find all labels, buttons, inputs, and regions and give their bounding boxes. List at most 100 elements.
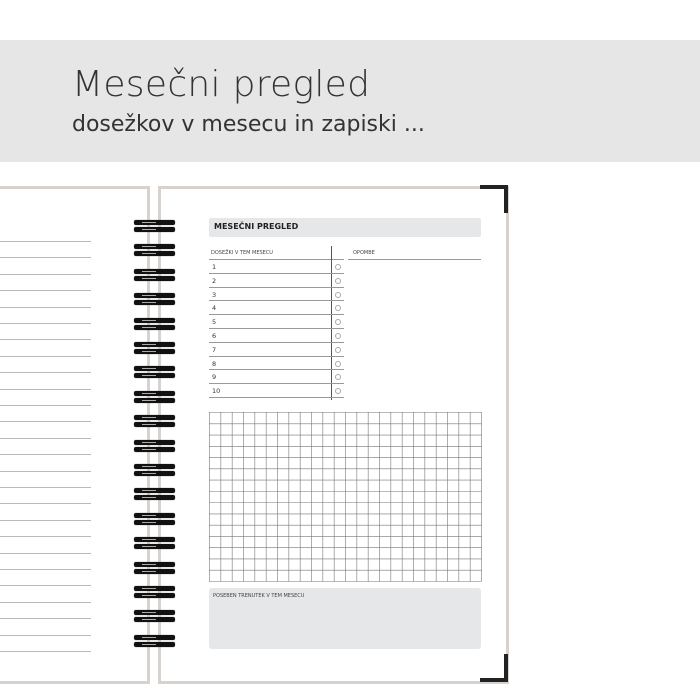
spiral-ring bbox=[134, 244, 175, 250]
achievement-row: 2 bbox=[209, 274, 344, 288]
spiral-ring bbox=[134, 422, 175, 428]
checkbox-circle-icon[interactable] bbox=[335, 305, 341, 312]
spiral-ring bbox=[134, 349, 175, 354]
spiral-ring bbox=[134, 519, 175, 525]
spiral-ring bbox=[134, 568, 175, 574]
spiral-ring bbox=[134, 293, 175, 299]
spiral-ring bbox=[134, 366, 175, 372]
ruled-line bbox=[0, 421, 91, 423]
row-number: 8 bbox=[212, 359, 217, 368]
ruled-line bbox=[0, 552, 91, 554]
checkbox-circle-icon[interactable] bbox=[335, 333, 341, 339]
left-page bbox=[0, 186, 150, 684]
ruled-line bbox=[0, 290, 91, 292]
spiral-ring bbox=[134, 586, 175, 591]
spiral-ring bbox=[134, 439, 175, 445]
divider bbox=[348, 259, 481, 260]
special-moment-box: POSEBEN TRENUTEK V TEM MESECU bbox=[209, 588, 481, 649]
row-number: 4 bbox=[212, 304, 217, 313]
spiral-ring bbox=[134, 275, 175, 281]
ruled-line bbox=[0, 323, 91, 324]
ruled-line bbox=[0, 634, 91, 636]
ruled-line bbox=[0, 601, 91, 603]
achievement-row: 1 bbox=[209, 260, 344, 274]
spiral-ring bbox=[134, 342, 175, 347]
ruled-line bbox=[0, 437, 91, 439]
ruled-line bbox=[0, 569, 91, 570]
spiral-ring bbox=[134, 317, 175, 323]
ruled-line bbox=[0, 454, 91, 456]
spiral-ring bbox=[134, 641, 175, 647]
spiral-ring bbox=[134, 300, 175, 306]
page-title: Mesečni pregled bbox=[72, 64, 371, 105]
ruled-line bbox=[0, 405, 91, 406]
special-moment-label: POSEBEN TRENUTEK V TEM MESECU bbox=[213, 593, 305, 599]
spiral-ring bbox=[134, 268, 175, 274]
section-title: MESEČNI PREGLED bbox=[214, 222, 299, 231]
spiral-ring bbox=[134, 220, 175, 225]
row-number: 6 bbox=[212, 332, 217, 340]
spiral-ring bbox=[134, 446, 175, 452]
checkbox-circle-icon[interactable] bbox=[335, 360, 341, 367]
achievement-row: 9 bbox=[209, 370, 344, 385]
corner-protector-bottom bbox=[480, 654, 508, 682]
ruled-line bbox=[0, 372, 91, 374]
checkbox-circle-icon[interactable] bbox=[335, 264, 341, 270]
spiral-ring bbox=[134, 390, 175, 396]
ruled-line bbox=[0, 273, 91, 275]
spiral-ring bbox=[134, 397, 175, 403]
checkbox-circle-icon[interactable] bbox=[335, 346, 341, 353]
row-number: 5 bbox=[212, 318, 217, 327]
achievement-row: 8 bbox=[209, 357, 344, 371]
achievements-label: DOSEŽKI V TEM MESECU bbox=[211, 250, 273, 256]
ruled-line bbox=[0, 536, 91, 538]
spiral-ring bbox=[134, 471, 175, 476]
row-number: 10 bbox=[212, 387, 221, 396]
spiral-ring bbox=[134, 512, 175, 518]
corner-protector-top bbox=[480, 185, 508, 213]
ruled-line bbox=[0, 470, 91, 472]
spiral-ring bbox=[134, 251, 175, 257]
checkbox-circle-icon[interactable] bbox=[335, 374, 341, 381]
spiral-ring bbox=[134, 544, 175, 550]
row-number: 2 bbox=[212, 276, 217, 285]
header-band bbox=[0, 40, 700, 162]
spiral-ring bbox=[134, 488, 175, 494]
row-number: 9 bbox=[212, 373, 217, 382]
checkbox-circle-icon[interactable] bbox=[335, 319, 341, 326]
column-divider bbox=[331, 246, 332, 400]
checkbox-circle-icon[interactable] bbox=[335, 291, 341, 298]
spiral-ring bbox=[134, 634, 175, 640]
achievement-row: 7 bbox=[209, 343, 344, 357]
spiral-ring bbox=[134, 373, 175, 379]
spiral-ring bbox=[134, 495, 175, 501]
spiral-ring bbox=[134, 415, 175, 421]
spiral-ring bbox=[134, 593, 175, 598]
achievement-row: 6 bbox=[209, 329, 344, 343]
ruled-line bbox=[0, 519, 91, 521]
divider bbox=[209, 259, 344, 260]
ruled-line bbox=[0, 355, 91, 357]
row-number: 3 bbox=[212, 290, 217, 299]
page-subtitle: dosežkov v mesecu in zapiski ... bbox=[72, 112, 425, 137]
ruled-line bbox=[0, 618, 91, 620]
achievement-row: 3 bbox=[209, 288, 344, 302]
ruled-line bbox=[0, 585, 91, 587]
spiral-ring bbox=[134, 324, 175, 330]
ruled-line bbox=[0, 257, 91, 259]
spiral-ring bbox=[134, 537, 175, 543]
spiral-ring bbox=[134, 617, 175, 623]
achievement-row: 4 bbox=[209, 301, 344, 316]
row-number: 7 bbox=[212, 345, 217, 354]
checkbox-circle-icon[interactable] bbox=[335, 388, 341, 395]
achievement-row: 10 bbox=[209, 384, 344, 398]
spiral-ring bbox=[134, 610, 175, 616]
section-header: MESEČNI PREGLED bbox=[209, 218, 481, 237]
ruled-line bbox=[0, 241, 91, 242]
ruled-line bbox=[0, 339, 91, 341]
ruled-line bbox=[0, 487, 91, 488]
checkbox-circle-icon[interactable] bbox=[335, 277, 341, 284]
ruled-line bbox=[0, 651, 91, 652]
ruled-line bbox=[0, 388, 91, 390]
notes-label: OPOMBE bbox=[353, 250, 375, 256]
